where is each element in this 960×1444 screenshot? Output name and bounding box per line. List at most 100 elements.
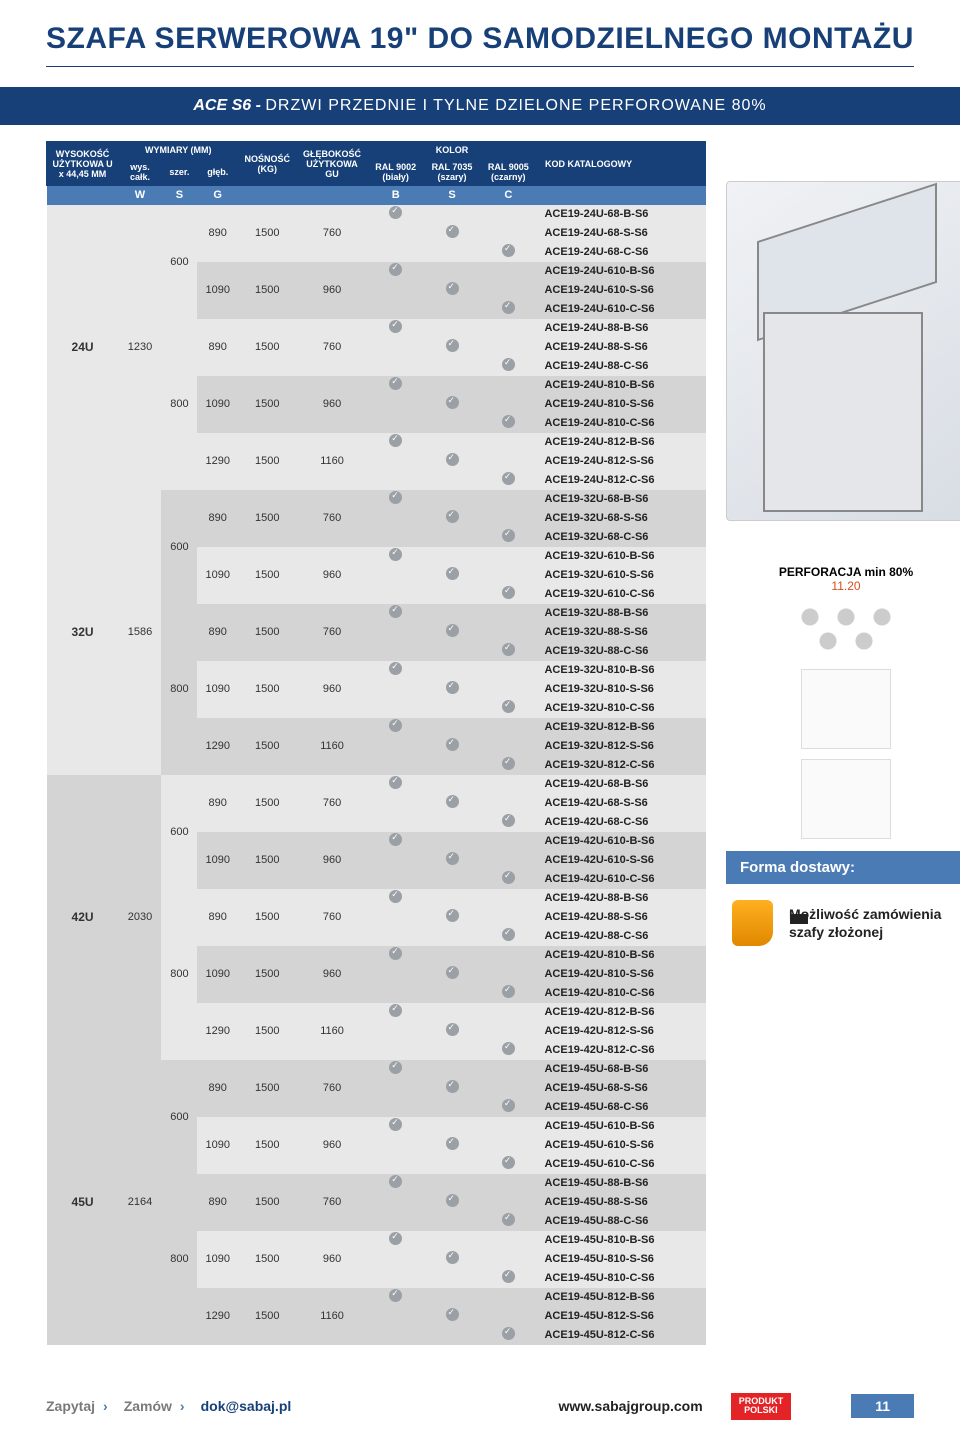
cell-width: 600	[161, 205, 197, 319]
cell-color	[480, 1060, 536, 1079]
cell-u: 32U	[47, 490, 119, 775]
cell-color	[480, 1269, 536, 1288]
cell-code: ACE19-45U-68-B-S6	[536, 1060, 705, 1079]
cell-color	[424, 1003, 480, 1022]
cell-color	[480, 433, 536, 452]
rack-diagram	[726, 181, 960, 521]
cell-color	[480, 737, 536, 756]
cell-color	[368, 1155, 424, 1174]
cell-color	[424, 908, 480, 927]
check-icon	[389, 206, 402, 219]
cell-color	[424, 1288, 480, 1307]
check-icon	[446, 966, 459, 979]
cell-color	[480, 357, 536, 376]
cell-color	[424, 1212, 480, 1231]
cell-width: 800	[161, 319, 197, 490]
cell-load: 1500	[238, 775, 297, 832]
cell-color	[480, 509, 536, 528]
cell-load: 1500	[238, 604, 297, 661]
cell-color	[368, 756, 424, 775]
cell-color	[368, 243, 424, 262]
cell-color	[480, 1212, 536, 1231]
check-icon	[446, 567, 459, 580]
cell-code: ACE19-42U-68-C-S6	[536, 813, 705, 832]
cell-color	[368, 376, 424, 395]
cell-color	[424, 680, 480, 699]
cell-code: ACE19-24U-88-B-S6	[536, 319, 705, 338]
cell-g: 1090	[197, 832, 238, 889]
check-icon	[502, 1099, 515, 1112]
cell-code: ACE19-42U-812-S-S6	[536, 1022, 705, 1041]
cell-color	[480, 1079, 536, 1098]
check-icon	[389, 491, 402, 504]
cell-color	[424, 946, 480, 965]
cell-color	[424, 490, 480, 509]
table-row: 24U12306008901500760ACE19-24U-68-B-S6	[47, 205, 706, 224]
cell-u: 24U	[47, 205, 119, 490]
cell-code: ACE19-42U-88-C-S6	[536, 927, 705, 946]
cell-code: ACE19-24U-810-B-S6	[536, 376, 705, 395]
cell-color	[368, 680, 424, 699]
th-load: NOŚNOŚĆ (KG)	[238, 142, 297, 186]
cell-color	[480, 718, 536, 737]
cell-load: 1500	[238, 1060, 297, 1117]
cell-code: ACE19-42U-610-B-S6	[536, 832, 705, 851]
footer-email[interactable]: dok@sabaj.pl	[201, 1398, 292, 1414]
cell-gu: 1160	[297, 433, 368, 490]
cell-code: ACE19-45U-88-B-S6	[536, 1174, 705, 1193]
cell-color	[480, 1326, 536, 1345]
cell-color	[368, 946, 424, 965]
cell-g: 890	[197, 319, 238, 376]
cell-color	[368, 471, 424, 490]
cell-gu: 760	[297, 205, 368, 262]
cell-code: ACE19-32U-68-B-S6	[536, 490, 705, 509]
cell-color	[424, 965, 480, 984]
cell-color	[480, 547, 536, 566]
check-icon	[502, 244, 515, 257]
check-icon	[446, 1137, 459, 1150]
cell-color	[480, 1193, 536, 1212]
cell-code: ACE19-45U-88-S-S6	[536, 1193, 705, 1212]
cell-color	[424, 794, 480, 813]
cell-color	[368, 718, 424, 737]
cell-color	[480, 813, 536, 832]
cell-color	[480, 1174, 536, 1193]
cell-color	[368, 528, 424, 547]
cell-code: ACE19-45U-68-C-S6	[536, 1098, 705, 1117]
cell-color	[480, 1307, 536, 1326]
cell-height: 2164	[119, 1060, 162, 1345]
check-icon	[502, 472, 515, 485]
cell-width: 800	[161, 604, 197, 775]
cell-g: 1290	[197, 718, 238, 775]
cell-color	[368, 927, 424, 946]
check-icon	[389, 719, 402, 732]
cell-g: 1090	[197, 1231, 238, 1288]
cell-color	[368, 1136, 424, 1155]
check-icon	[389, 377, 402, 390]
cell-color	[480, 528, 536, 547]
check-icon	[389, 662, 402, 675]
check-icon	[502, 301, 515, 314]
cell-width: 600	[161, 490, 197, 604]
cell-color	[424, 642, 480, 661]
cell-color	[480, 1155, 536, 1174]
cell-g: 890	[197, 1060, 238, 1117]
cell-width: 800	[161, 889, 197, 1060]
cell-code: ACE19-42U-810-C-S6	[536, 984, 705, 1003]
cell-gu: 760	[297, 1060, 368, 1117]
cell-color	[424, 1193, 480, 1212]
check-icon	[446, 510, 459, 523]
check-icon	[502, 1327, 515, 1340]
perforation-value: 11.20	[726, 579, 960, 593]
cell-color	[368, 1212, 424, 1231]
cell-g: 1090	[197, 547, 238, 604]
delivery-title: Forma dostawy:	[726, 851, 960, 884]
cell-code: ACE19-24U-68-B-S6	[536, 205, 705, 224]
drill-icon	[732, 900, 773, 946]
cell-color	[480, 490, 536, 509]
footer-site[interactable]: www.sabajgroup.com	[559, 1398, 703, 1414]
cell-color	[424, 205, 480, 224]
cell-color	[424, 737, 480, 756]
cell-code: ACE19-24U-812-B-S6	[536, 433, 705, 452]
cell-color	[368, 224, 424, 243]
